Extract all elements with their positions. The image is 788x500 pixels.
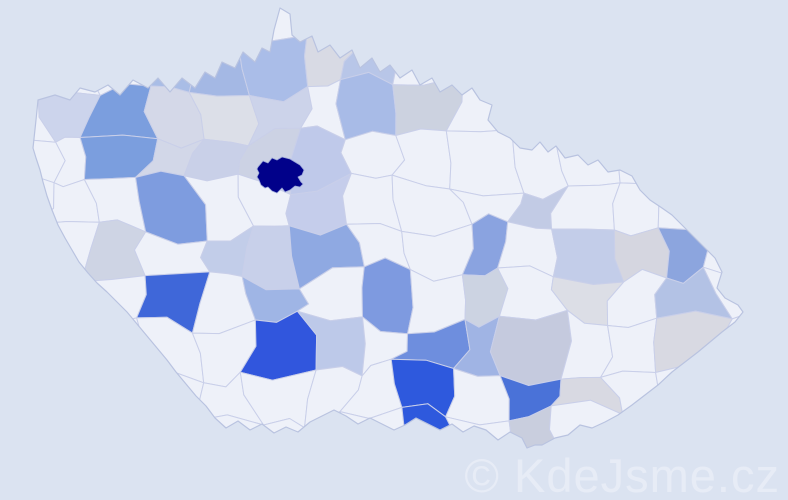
district-cell	[759, 269, 788, 330]
district-cell	[235, 8, 315, 42]
district-cell	[0, 475, 55, 500]
district-cell	[82, 8, 161, 49]
country-outline	[32, 7, 744, 449]
district-cell	[33, 357, 113, 418]
district-cell	[508, 405, 565, 448]
district-cell	[602, 38, 678, 89]
district-cell	[445, 368, 510, 426]
district-cell	[653, 310, 733, 373]
district-cell	[94, 468, 149, 500]
district-cell	[610, 123, 681, 185]
district-cell	[184, 466, 257, 500]
district-cell	[188, 30, 250, 97]
district-cell	[556, 32, 629, 89]
district-cell	[723, 170, 743, 232]
district-cell	[132, 462, 208, 500]
district-cell	[292, 456, 362, 500]
district-cell	[551, 228, 625, 285]
district-cell	[33, 255, 56, 340]
district-cell	[33, 223, 40, 266]
district-cell	[489, 309, 572, 386]
district-cell	[565, 8, 610, 45]
district-cell	[33, 45, 49, 96]
district-cell	[103, 357, 141, 423]
district-cell	[40, 406, 109, 448]
district-prague	[256, 156, 305, 194]
district-cell	[33, 262, 89, 337]
district-cell	[655, 365, 732, 418]
district-cell	[760, 33, 788, 88]
district-cell	[556, 136, 621, 187]
district-cell	[415, 446, 468, 448]
district-cell	[754, 364, 788, 409]
district-cell	[148, 8, 201, 57]
district-cell	[131, 412, 209, 448]
district-cell	[32, 474, 106, 500]
district-cell	[33, 8, 51, 58]
district-cell	[713, 38, 743, 89]
district-cell	[33, 324, 56, 379]
district-cell	[414, 8, 462, 39]
district-cell	[84, 317, 146, 373]
district-cell	[495, 32, 566, 83]
district-cell	[195, 414, 265, 448]
district-cell	[33, 357, 42, 415]
district-cell	[759, 226, 788, 282]
district-cell	[93, 412, 143, 448]
district-cell	[656, 8, 724, 42]
district-cell	[446, 33, 520, 80]
district-cell	[651, 86, 730, 140]
district-cell	[761, 318, 788, 375]
district-cell	[766, 171, 788, 228]
district-cell	[508, 8, 578, 46]
district-cell	[335, 71, 397, 141]
district-cell	[33, 325, 105, 373]
district-cell	[40, 8, 89, 47]
district-cell	[754, 133, 788, 190]
district-cell	[610, 86, 676, 138]
district-cell	[354, 451, 429, 500]
district-cell	[602, 8, 678, 45]
district-cell	[192, 8, 258, 53]
district-cell	[750, 81, 788, 146]
district-cell	[657, 178, 728, 232]
district-cell	[651, 38, 733, 89]
district-cell	[703, 370, 743, 410]
district-cell	[33, 173, 55, 231]
district-cell	[446, 8, 523, 46]
district-cell	[713, 8, 743, 51]
district-cell	[663, 123, 726, 196]
district-cell	[707, 126, 743, 196]
district-cell	[33, 406, 56, 448]
district-cell	[134, 371, 205, 426]
district-cell	[707, 87, 743, 140]
district-cell	[37, 27, 101, 96]
watermark: © KdeJsme.cz	[464, 449, 780, 500]
district-cell	[245, 466, 303, 500]
district-cell	[344, 8, 420, 50]
district-cell	[545, 78, 629, 147]
district-cell	[762, 0, 788, 39]
